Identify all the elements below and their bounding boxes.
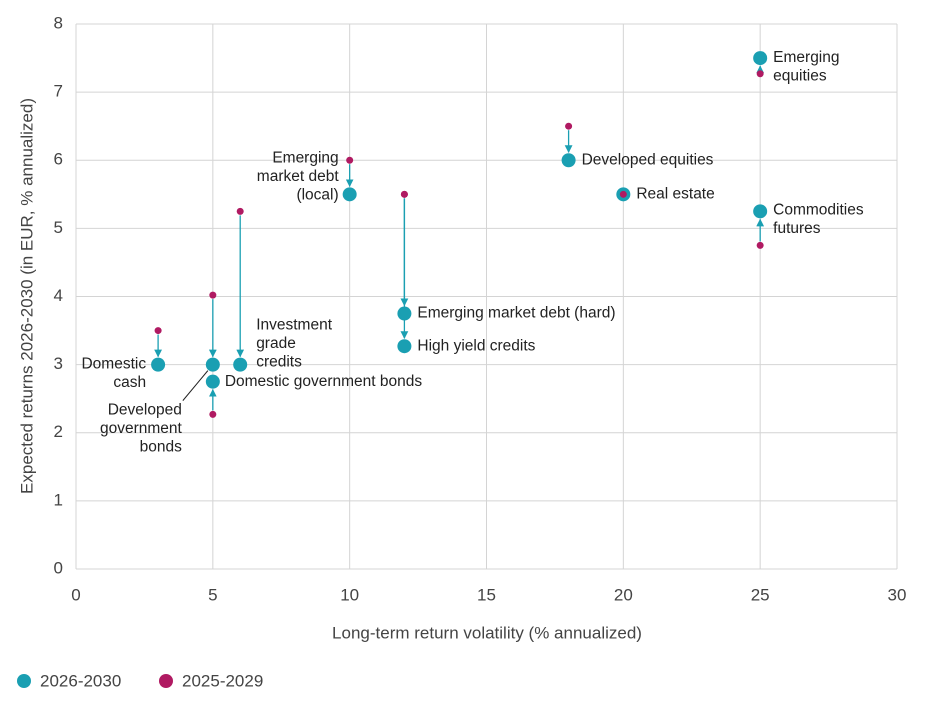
point-2025-2029 [565,122,573,130]
point-2025-2029 [209,410,217,418]
point-label: High yield credits [417,337,535,354]
legend-label: 2026-2030 [40,671,121,690]
y-tick-label: 7 [54,82,63,101]
point-2025-2029 [236,207,244,215]
point-2026-2030 [753,51,768,66]
x-tick-label: 10 [340,585,359,604]
legend-marker [17,674,31,688]
y-tick-label: 6 [54,150,63,169]
x-tick-label: 15 [477,585,496,604]
point-label: (local) [296,186,338,203]
point-label: Real estate [636,185,714,202]
point-2026-2030 [342,187,357,202]
point-label: futures [773,220,821,237]
y-tick-label: 0 [54,558,63,577]
point-2026-2030 [397,339,412,354]
x-tick-label: 0 [71,585,80,604]
point-2025-2029 [346,156,354,164]
legend-label: 2025-2029 [182,671,263,690]
point-2025-2029 [400,190,408,198]
point-label: cash [113,374,146,391]
leader-line [182,370,209,401]
point-label: government [100,420,183,437]
point-label: Developed equities [582,151,714,168]
point-label: Commodities [773,201,864,218]
point-2025-2029 [756,241,764,249]
point-label: bonds [140,439,182,456]
point-2026-2030 [397,306,412,321]
point-2025-2029 [209,291,217,299]
y-tick-label: 2 [54,422,63,441]
point-label: market debt [257,168,340,185]
point-2026-2030 [233,357,248,372]
point-2026-2030 [205,357,220,372]
point-label: Emerging [773,49,839,66]
point-2025-2029 [154,327,162,335]
point-2026-2030 [151,357,166,372]
point-label: grade [256,335,296,352]
point-2026-2030 [753,204,768,219]
point-2025-2029 [756,70,764,78]
y-tick-label: 4 [54,286,63,305]
x-axis-title: Long-term return volatility (% annualize… [332,623,642,642]
point-label: credits [256,354,302,371]
legend-marker [159,674,173,688]
point-label: equities [773,68,827,85]
y-tick-label: 1 [54,490,63,509]
point-2026-2030 [561,153,576,168]
x-tick-label: 5 [208,585,217,604]
y-axis-title: Expected returns 2026-2030 (in EUR, % an… [17,98,36,494]
point-2025-2029 [619,190,627,198]
point-label: Emerging [272,149,338,166]
y-tick-label: 5 [54,218,63,237]
point-label: Developed [108,402,182,419]
x-tick-label: 25 [751,585,770,604]
point-2026-2030 [205,374,220,389]
y-tick-label: 8 [54,13,63,32]
point-label: Investment [256,317,333,334]
x-tick-label: 20 [614,585,633,604]
x-tick-label: 30 [888,585,907,604]
point-label: Domestic government bonds [225,373,423,390]
y-tick-label: 3 [54,354,63,373]
point-label: Emerging market debt (hard) [417,305,615,322]
point-label: Domestic [81,356,146,373]
